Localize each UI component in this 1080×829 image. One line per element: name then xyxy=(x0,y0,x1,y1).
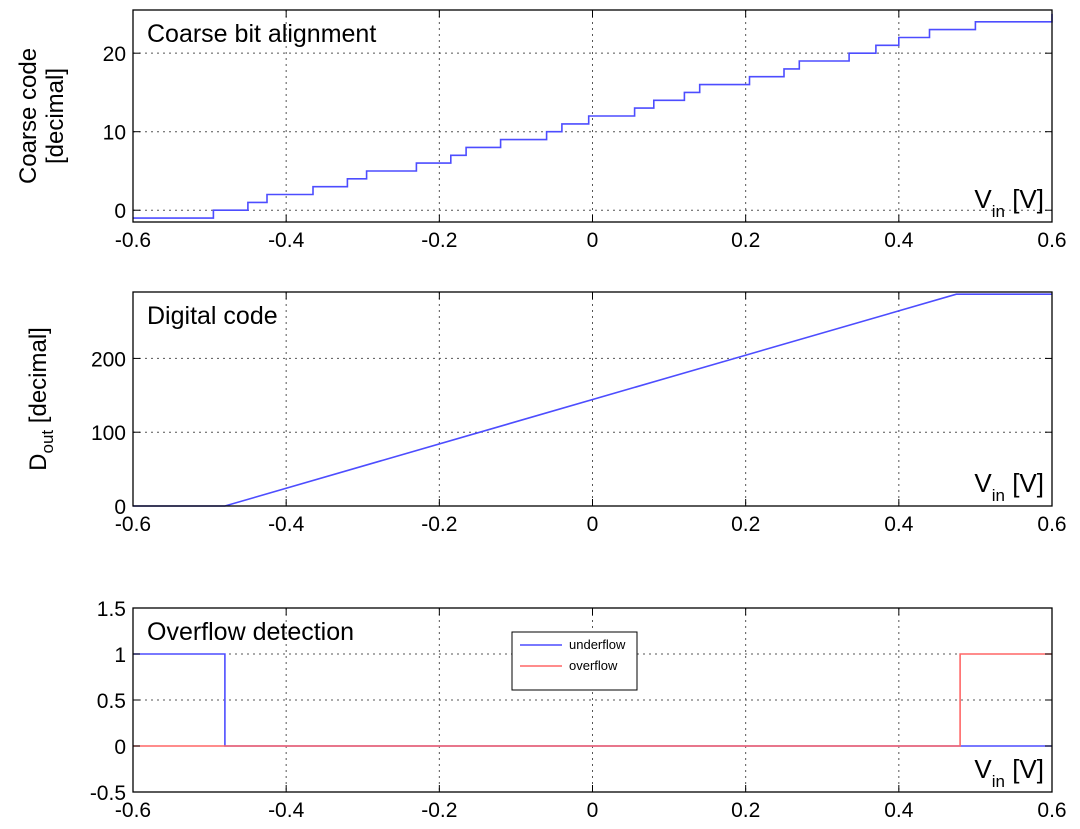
legend: underflow overflow xyxy=(511,631,638,691)
x-tick-label: -0.6 xyxy=(115,513,151,536)
series-line-overflow xyxy=(133,653,1052,747)
x-axis-label-main: V xyxy=(974,468,992,498)
x-axis-label-unit: [V] xyxy=(1005,184,1044,214)
panel-2: -0.6 -0.4 -0.2 0 0.2 0.4 0.6 0 100 200 Digital cod… xyxy=(25,291,1067,536)
panel-title: Digital code xyxy=(147,302,278,330)
y-tick-label: 0 xyxy=(114,496,126,519)
legend-label-underflow: underflow xyxy=(569,637,626,652)
panel-1: -0.6 -0.4 -0.2 0 0.2 0.4 0.6 0 10 20 Coarse bit al… xyxy=(15,9,1067,252)
x-tick-label: -0.2 xyxy=(421,513,457,536)
y-tick-label: 100 xyxy=(91,422,126,445)
y-tick-label: 1 xyxy=(114,644,126,667)
y-axis-label-rest: [decimal] xyxy=(25,327,52,430)
x-tick-label: 0.2 xyxy=(731,799,760,822)
x-tick-label: 0.4 xyxy=(884,513,914,536)
x-axis-label: Vin [V] xyxy=(974,184,1044,221)
y-tick-label: 10 xyxy=(103,122,126,145)
panel-title: Overflow detection xyxy=(147,618,354,646)
y-axis-label-main: D xyxy=(25,454,52,471)
x-tick-label: -0.2 xyxy=(421,799,457,822)
x-axis-label-unit: [V] xyxy=(1005,754,1044,784)
x-tick-label: 0 xyxy=(587,229,599,252)
x-axis-label-sub: in xyxy=(992,486,1005,505)
series-line-1 xyxy=(133,13,1053,219)
y-tick-label: 0 xyxy=(114,736,126,759)
legend-box xyxy=(511,631,638,691)
x-axis-label-main: V xyxy=(974,184,992,214)
x-tick-label: 0.6 xyxy=(1037,513,1066,536)
x-tick-label: 0 xyxy=(587,799,599,822)
x-axis-label: Vin [V] xyxy=(974,754,1044,791)
x-tick-label: 0.6 xyxy=(1037,229,1066,252)
x-axis-label: Vin [V] xyxy=(974,468,1044,505)
y-tick-label: 200 xyxy=(91,348,126,371)
x-tick-label: 0.4 xyxy=(884,799,914,822)
x-axis-label-sub: in xyxy=(992,202,1005,221)
y-tick-label: 1.5 xyxy=(97,598,126,621)
x-tick-label: -0.4 xyxy=(268,799,305,822)
x-tick-label: -0.6 xyxy=(115,799,151,822)
y-axis-label-line: Coarse code xyxy=(15,48,42,184)
y-tick-label: 0.5 xyxy=(97,690,126,713)
x-axis-label-unit: [V] xyxy=(1005,468,1044,498)
y-tick-label: 0 xyxy=(114,200,126,223)
x-tick-label: 0.2 xyxy=(731,513,760,536)
x-axis-label-sub: in xyxy=(992,772,1005,791)
x-tick-label: 0 xyxy=(587,513,599,536)
y-axis-label-sub: out xyxy=(38,430,57,454)
y-axis-label: Coarse code[decimal] xyxy=(15,48,69,184)
x-tick-label: -0.6 xyxy=(115,229,151,252)
x-tick-label: 0.4 xyxy=(884,229,914,252)
y-axis-label: Dout [decimal] xyxy=(25,327,57,471)
x-tick-label: -0.2 xyxy=(421,229,457,252)
y-tick-label: -0.5 xyxy=(90,782,126,805)
y-axis-label-line: [decimal] xyxy=(42,68,69,164)
legend-label-overflow: overflow xyxy=(569,658,618,673)
x-tick-label: 0.6 xyxy=(1037,799,1066,822)
panel-3: -0.6 -0.4 -0.2 0 0.2 0.4 0.6 -0.5 0 0.5 1 1.5 Overfl… xyxy=(90,598,1067,822)
panel-title: Coarse bit alignment xyxy=(147,20,376,48)
x-tick-label: -0.4 xyxy=(268,513,305,536)
x-axis-label-main: V xyxy=(974,754,992,784)
y-tick-label: 20 xyxy=(103,43,126,66)
x-tick-label: -0.4 xyxy=(268,229,305,252)
x-tick-label: 0.2 xyxy=(731,229,760,252)
